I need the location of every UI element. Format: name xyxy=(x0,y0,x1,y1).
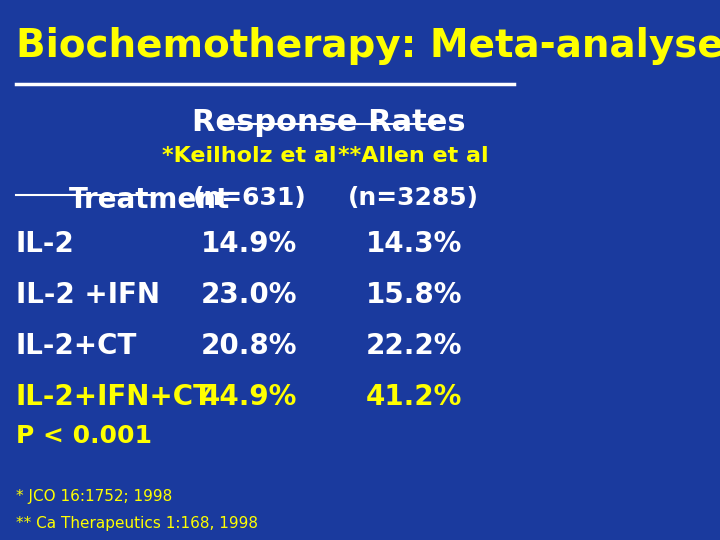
Text: 22.2%: 22.2% xyxy=(366,332,462,360)
Text: Response Rates: Response Rates xyxy=(192,108,466,137)
Text: 41.2%: 41.2% xyxy=(366,383,462,411)
Text: *Keilholz et al: *Keilholz et al xyxy=(162,146,336,166)
Text: 15.8%: 15.8% xyxy=(366,281,462,309)
Text: (n=3285): (n=3285) xyxy=(348,186,480,210)
Text: IL-2 +IFN: IL-2 +IFN xyxy=(16,281,160,309)
Text: Treatment: Treatment xyxy=(69,186,230,214)
Text: 44.9%: 44.9% xyxy=(201,383,297,411)
Text: ** Ca Therapeutics 1:168, 1998: ** Ca Therapeutics 1:168, 1998 xyxy=(16,516,258,531)
Text: IL-2+CT: IL-2+CT xyxy=(16,332,138,360)
Text: IL-2+IFN+CT: IL-2+IFN+CT xyxy=(16,383,213,411)
Text: * JCO 16:1752; 1998: * JCO 16:1752; 1998 xyxy=(16,489,172,504)
Text: 14.9%: 14.9% xyxy=(201,230,297,258)
Text: 14.3%: 14.3% xyxy=(366,230,462,258)
Text: (n=631): (n=631) xyxy=(192,186,306,210)
Text: IL-2: IL-2 xyxy=(16,230,75,258)
Text: 20.8%: 20.8% xyxy=(201,332,297,360)
Text: 23.0%: 23.0% xyxy=(201,281,297,309)
Text: **Allen et al: **Allen et al xyxy=(338,146,489,166)
Text: Biochemotherapy: Meta-analyses: Biochemotherapy: Meta-analyses xyxy=(16,27,720,65)
Text: P < 0.001: P < 0.001 xyxy=(16,424,152,448)
